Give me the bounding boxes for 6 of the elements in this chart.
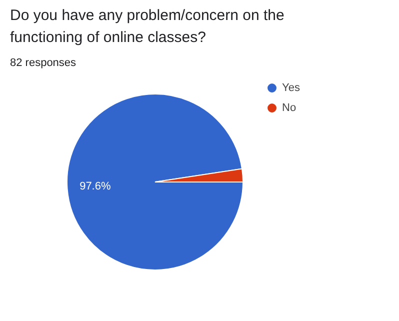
data-label: 97.6% — [80, 180, 111, 193]
legend-label: Yes — [282, 82, 300, 94]
pie-slice — [66, 94, 244, 270]
chart-subtitle: 82 responses — [10, 57, 77, 69]
legend-label: No — [282, 102, 296, 114]
chart-title: Do you have any problem/concern on the functioning of online classes? — [10, 7, 284, 46]
